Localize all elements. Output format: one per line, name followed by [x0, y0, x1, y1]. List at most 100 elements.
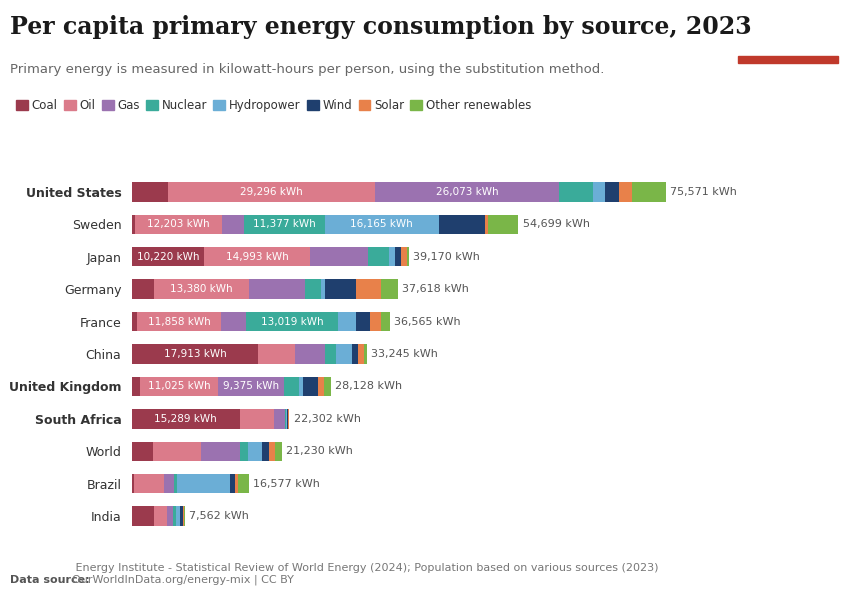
Text: 33,245 kWh: 33,245 kWh — [371, 349, 438, 359]
Text: 16,577 kWh: 16,577 kWh — [253, 479, 320, 489]
Bar — [303, 377, 318, 396]
Bar — [132, 182, 168, 202]
Bar — [326, 344, 336, 364]
Text: Our World
in Data: Our World in Data — [755, 15, 821, 45]
Bar — [258, 344, 295, 364]
Bar — [295, 344, 326, 364]
Bar — [132, 409, 240, 428]
Bar — [132, 247, 204, 266]
Bar — [138, 312, 221, 331]
Bar — [163, 474, 174, 493]
Bar — [593, 182, 604, 202]
Bar — [632, 182, 666, 202]
Bar — [218, 377, 285, 396]
Text: 29,296 kWh: 29,296 kWh — [241, 187, 303, 197]
Bar — [132, 474, 133, 493]
Bar — [168, 182, 375, 202]
Bar — [318, 377, 324, 396]
Bar — [381, 280, 398, 299]
Bar — [222, 215, 244, 234]
Bar — [173, 506, 176, 526]
Text: 36,565 kWh: 36,565 kWh — [394, 317, 461, 326]
Bar — [132, 377, 140, 396]
Text: 26,073 kWh: 26,073 kWh — [436, 187, 499, 197]
Bar — [604, 182, 620, 202]
Text: 9,375 kWh: 9,375 kWh — [224, 382, 280, 391]
Bar — [132, 442, 153, 461]
Bar — [299, 377, 303, 396]
Bar — [230, 474, 235, 493]
Bar — [235, 474, 239, 493]
Bar — [132, 312, 138, 331]
Text: 14,993 kWh: 14,993 kWh — [225, 252, 288, 262]
Bar — [240, 442, 248, 461]
Text: 17,913 kWh: 17,913 kWh — [164, 349, 226, 359]
Bar — [140, 377, 218, 396]
Bar — [375, 182, 559, 202]
Bar — [132, 344, 258, 364]
Bar — [352, 344, 358, 364]
Bar — [407, 247, 409, 266]
Bar — [132, 215, 135, 234]
Text: 12,203 kWh: 12,203 kWh — [147, 219, 210, 229]
Text: Energy Institute - Statistical Review of World Energy (2024); Population based o: Energy Institute - Statistical Review of… — [72, 563, 659, 585]
Bar — [246, 312, 338, 331]
Bar — [132, 280, 155, 299]
Bar — [394, 247, 400, 266]
Bar — [249, 280, 305, 299]
Bar — [269, 442, 275, 461]
Text: Data source:: Data source: — [10, 575, 90, 585]
Bar — [381, 312, 390, 331]
Bar — [155, 506, 167, 526]
Text: 54,699 kWh: 54,699 kWh — [523, 219, 590, 229]
Bar — [177, 474, 230, 493]
Text: 11,858 kWh: 11,858 kWh — [148, 317, 211, 326]
Text: 37,618 kWh: 37,618 kWh — [402, 284, 468, 294]
Text: 15,289 kWh: 15,289 kWh — [155, 414, 217, 424]
Bar — [559, 182, 593, 202]
Text: 13,019 kWh: 13,019 kWh — [261, 317, 323, 326]
Bar — [180, 506, 183, 526]
Bar — [248, 442, 263, 461]
Bar — [325, 215, 439, 234]
Legend: Coal, Oil, Gas, Nuclear, Hydropower, Wind, Solar, Other renewables: Coal, Oil, Gas, Nuclear, Hydropower, Win… — [16, 99, 531, 112]
Bar — [155, 280, 249, 299]
Bar — [285, 377, 299, 396]
Bar — [275, 442, 281, 461]
Bar — [184, 506, 185, 526]
Text: 13,380 kWh: 13,380 kWh — [170, 284, 233, 294]
Bar — [132, 506, 155, 526]
Bar — [439, 215, 484, 234]
Bar — [620, 182, 632, 202]
Text: Primary energy is measured in kilowatt-hours per person, using the substitution : Primary energy is measured in kilowatt-h… — [10, 63, 604, 76]
Bar — [355, 312, 370, 331]
Bar — [389, 247, 394, 266]
Text: 21,230 kWh: 21,230 kWh — [286, 446, 353, 456]
Bar — [321, 280, 325, 299]
Bar — [174, 474, 177, 493]
Bar — [221, 312, 246, 331]
Bar — [285, 409, 286, 428]
Text: Per capita primary energy consumption by source, 2023: Per capita primary energy consumption by… — [10, 15, 751, 39]
Bar — [239, 474, 249, 493]
Bar — [133, 474, 163, 493]
Bar — [370, 312, 381, 331]
Bar — [275, 409, 285, 428]
Text: 11,377 kWh: 11,377 kWh — [253, 219, 315, 229]
Bar — [183, 506, 184, 526]
Bar — [204, 247, 310, 266]
Bar — [135, 215, 222, 234]
Bar — [338, 312, 355, 331]
Text: 39,170 kWh: 39,170 kWh — [413, 252, 479, 262]
Text: 11,025 kWh: 11,025 kWh — [148, 382, 211, 391]
Bar — [167, 506, 173, 526]
Text: 28,128 kWh: 28,128 kWh — [335, 382, 402, 391]
Bar — [153, 442, 201, 461]
Bar — [488, 215, 518, 234]
Bar — [325, 280, 356, 299]
Bar — [263, 442, 269, 461]
Bar — [201, 442, 240, 461]
Bar — [358, 344, 364, 364]
Bar — [176, 506, 180, 526]
Bar — [244, 215, 325, 234]
